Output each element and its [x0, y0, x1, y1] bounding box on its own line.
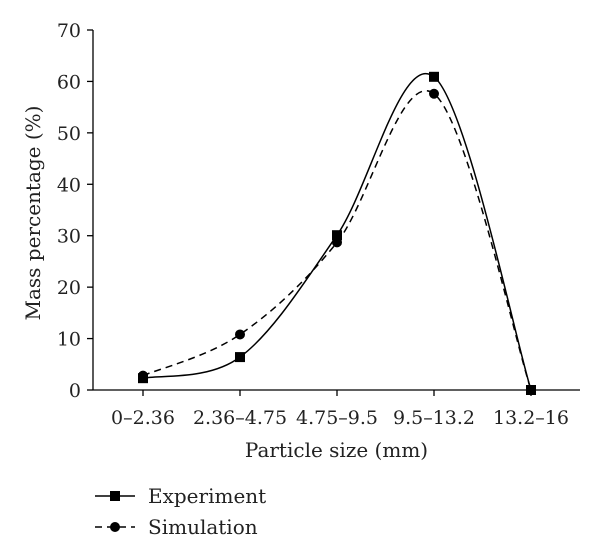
x-tick-label: 9.5–13.2 — [393, 407, 475, 429]
data-point-simulation — [332, 237, 342, 248]
y-tick-label: 30 — [57, 226, 81, 248]
legend-label-experiment: Experiment — [148, 484, 266, 508]
legend-label-simulation: Simulation — [148, 515, 258, 539]
y-tick-label: 40 — [57, 174, 81, 196]
series-line-experiment — [142, 73, 532, 391]
y-tick-label: 70 — [57, 20, 81, 42]
y-tick-label: 60 — [57, 71, 81, 93]
legend-item-experiment: Experiment — [95, 484, 266, 508]
x-tick-label: 13.2–16 — [493, 407, 569, 429]
axes — [92, 30, 580, 391]
y-tick-label: 20 — [57, 277, 81, 299]
y-ticks: 0 10 20 30 40 50 60 70 — [57, 20, 93, 402]
legend-item-simulation: Simulation — [95, 515, 258, 539]
data-point-simulation — [429, 88, 439, 99]
data-point-experiment — [429, 71, 439, 82]
y-tick-label: 0 — [69, 380, 81, 402]
x-axis-title: Particle size (mm) — [245, 438, 428, 462]
x-tick-label: 2.36–4.75 — [193, 407, 287, 429]
data-point-simulation — [235, 329, 245, 340]
y-tick-label: 10 — [57, 329, 81, 351]
x-tick-label: 0–2.36 — [111, 407, 175, 429]
x-tick-label: 4.75–9.5 — [296, 407, 378, 429]
legend-marker-experiment — [110, 491, 120, 501]
data-point-experiment — [235, 352, 245, 363]
data-point-experiment — [332, 230, 342, 241]
y-tick-label: 50 — [57, 123, 81, 145]
legend: Experiment Simulation — [95, 484, 266, 539]
legend-marker-simulation — [110, 522, 120, 532]
x-ticks: 0–2.36 2.36–4.75 4.75–9.5 9.5–13.2 13.2–16 — [111, 390, 569, 429]
series-layer — [138, 71, 536, 395]
y-axis-title: Mass percentage (%) — [21, 106, 45, 321]
data-point-simulation — [138, 370, 148, 381]
data-point-simulation — [526, 385, 536, 395]
